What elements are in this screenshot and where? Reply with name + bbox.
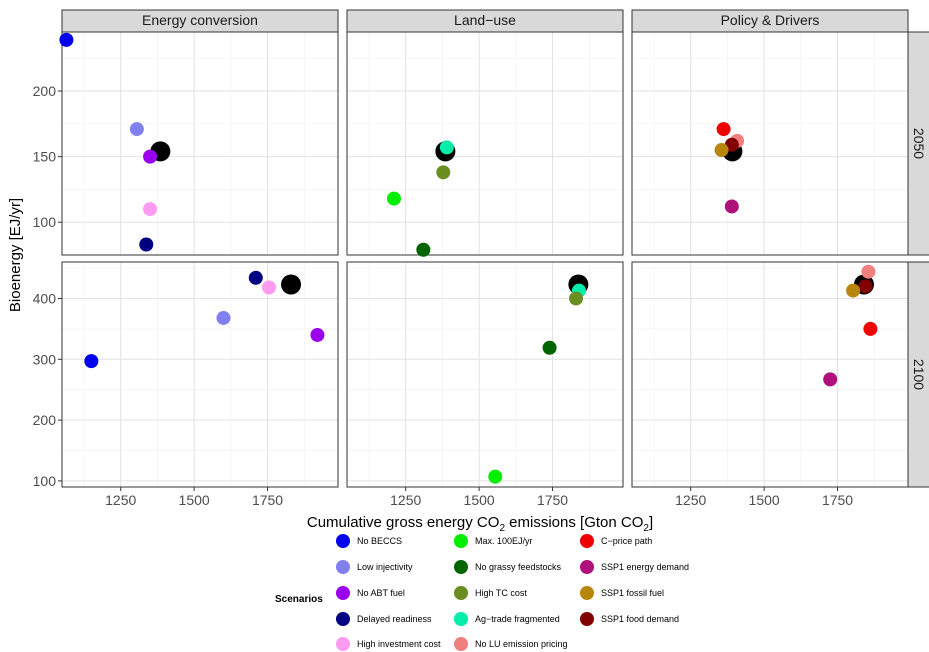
x-axis-title-sub-1: 2 [499,523,505,534]
legend-swatch [454,612,468,626]
legend-swatch [580,586,594,600]
panels: Energy conversion 100 150 200 100 200 300 400 12… [33,9,929,508]
legend-swatch [580,560,594,574]
y-tick-label: 100 [33,473,57,489]
scenario-point [724,199,739,214]
legend-label: Low injectivity [357,562,413,572]
legend-swatch [336,586,350,600]
y-tick-label: 200 [33,83,57,99]
row-strip-label-0: 2050 [911,128,927,159]
y-tick-label: 400 [33,290,57,306]
legend-label: SSP1 food demand [601,614,679,624]
scenario-point [139,237,154,252]
legend-swatch [454,534,468,548]
y-tick-label: 200 [33,412,57,428]
legend-label: No ABT fuel [357,588,405,598]
scenario-point [248,270,263,285]
y-tick-label: 300 [33,351,57,367]
panel-border [61,31,339,256]
scenario-point [216,310,231,325]
scenario-point [846,283,861,298]
scenario-point [143,202,158,217]
scenario-point [143,149,158,164]
row-strip-1 [907,261,929,488]
x-axis-title: Cumulative gross energy CO2 emissions [G… [307,514,653,534]
legend-label: No grassy feedstocks [475,562,562,572]
legend-swatch [580,612,594,626]
legend-swatch [336,560,350,574]
x-tick-label: 1750 [822,492,853,508]
y-tick-label: 150 [33,149,57,165]
panel-border [61,261,339,488]
x-tick-label: 1500 [749,492,780,508]
legend-label: High TC cost [475,588,527,598]
legend: Scenarios No BECCS Low injectivity No ABT … [275,534,689,651]
scenario-point [262,280,276,295]
panel-bg [62,32,338,255]
y-axis-title: Bioenergy [EJ/yr] [7,198,24,312]
legend-swatch [454,560,468,574]
legend-swatch [336,612,350,626]
legend-label: Delayed readiness [357,614,432,624]
legend-swatch [580,534,594,548]
legend-swatch [336,534,350,548]
legend-label: SSP1 energy demand [601,562,689,572]
scenario-point [84,354,99,369]
panel-border [346,31,624,256]
facet-strip-label-2: Policy & Drivers [721,12,820,28]
facet-strip-label-1: Land−use [454,12,516,28]
scenario-point [310,327,325,342]
reference-point [281,274,302,295]
x-tick-label: 1500 [464,492,495,508]
x-tick-label: 1750 [252,492,283,508]
x-tick-label: 1750 [537,492,568,508]
x-axis-title-sub-2: 2 [643,523,649,534]
legend-swatch [454,637,468,651]
x-tick-label: 1250 [105,492,136,508]
legend-title: Scenarios [275,594,323,605]
scenario-point [386,191,401,206]
scenario-point [129,122,144,137]
x-axis-title-part-3: ] [649,514,653,531]
scenario-point [863,321,878,336]
legend-label: No LU emission pricing [475,639,568,649]
row-strip-0 [907,31,929,256]
x-axis-title-part-2: emissions [Gton CO [505,514,643,531]
scenario-point [416,242,431,257]
legend-swatch [336,637,350,651]
scenario-point [716,122,731,137]
legend-label: Ag−trade fragmented [475,614,560,624]
data-points [59,32,878,484]
x-tick-label: 1250 [675,492,706,508]
scenario-point [823,372,838,387]
scenario-point [439,140,454,155]
legend-label: No BECCS [357,536,402,546]
legend-label: SSP1 fossil fuel [601,588,664,598]
panel-bg [632,262,908,487]
scenario-point [569,291,584,306]
scenario-point [436,165,451,180]
scenario-point [59,32,74,47]
scenario-point [861,264,876,279]
scenario-point [714,143,729,158]
panel-border [346,261,624,488]
x-tick-label: 1500 [179,492,210,508]
legend-swatch [454,586,468,600]
facet-strip-label-0: Energy conversion [142,12,258,28]
scenario-point [858,279,873,294]
panel-bg [62,262,338,487]
legend-label: C−price path [601,536,652,546]
panel-bg [632,32,908,255]
panel-bg [347,32,623,255]
scenario-point [542,340,557,355]
x-tick-label: 1250 [390,492,421,508]
row-strip-label-1: 2100 [911,359,927,390]
legend-label: High investment cost [357,639,441,649]
x-axis-title-part-1: Cumulative gross energy CO [307,514,500,531]
scenario-point [488,469,503,484]
y-tick-label: 100 [33,214,57,230]
legend-label: Max. 100EJ/yr [475,536,533,546]
